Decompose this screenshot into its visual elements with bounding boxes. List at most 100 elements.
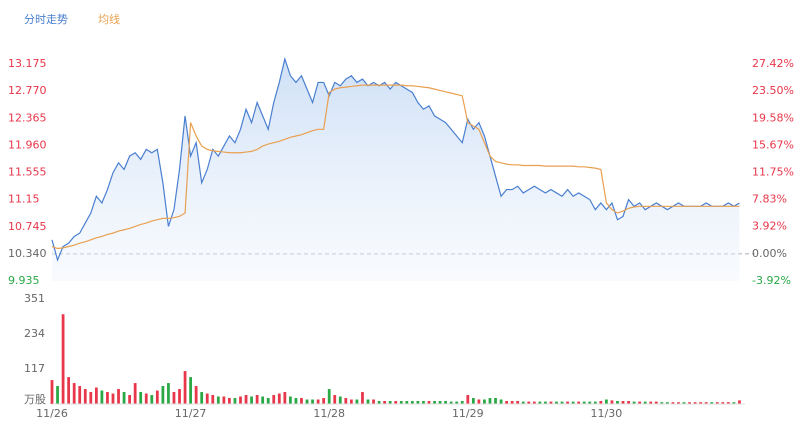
volume-bar bbox=[560, 401, 564, 404]
volume-bar bbox=[239, 396, 242, 404]
volume-bar bbox=[305, 399, 309, 404]
volume-bar bbox=[117, 389, 120, 404]
volume-bar bbox=[250, 396, 253, 404]
volume-bar bbox=[333, 395, 337, 404]
volume-bar bbox=[621, 401, 625, 404]
volume-bar bbox=[366, 399, 370, 404]
y2-tick-label: 11.75% bbox=[752, 166, 794, 179]
volume-bar bbox=[361, 392, 364, 404]
volume-tick-label: 117 bbox=[24, 362, 45, 375]
volume-bar bbox=[538, 401, 542, 404]
volume-bar bbox=[499, 399, 503, 404]
volume-bar bbox=[532, 401, 536, 404]
volume-bar bbox=[183, 371, 187, 404]
volume-bar bbox=[322, 398, 326, 404]
volume-bar bbox=[677, 402, 680, 404]
y2-tick-label: 19.58% bbox=[752, 111, 794, 124]
volume-bar bbox=[738, 400, 741, 404]
volume-bar bbox=[593, 401, 597, 404]
volume-bar bbox=[277, 393, 281, 404]
volume-bar bbox=[671, 402, 675, 404]
volume-bar bbox=[172, 392, 176, 404]
volume-bar bbox=[710, 402, 714, 404]
y-tick-label: 12.365 bbox=[8, 111, 47, 124]
volume-bar bbox=[72, 383, 76, 404]
y2-tick-label: 27.42% bbox=[752, 57, 794, 70]
volume-bar bbox=[388, 401, 392, 404]
volume-bar bbox=[494, 398, 497, 404]
volume-bar bbox=[316, 399, 320, 404]
y-tick-label: 11.555 bbox=[8, 166, 47, 179]
volume-bar bbox=[688, 402, 691, 404]
volume-bar bbox=[571, 401, 575, 404]
volume-bar bbox=[449, 401, 453, 404]
y2-tick-label: 15.67% bbox=[752, 138, 794, 151]
volume-bar bbox=[632, 401, 636, 404]
legend-entry: 分时走势 bbox=[24, 13, 68, 26]
volume-bar bbox=[577, 401, 581, 404]
y-tick-label: 10.340 bbox=[8, 247, 47, 260]
volume-bar bbox=[427, 401, 431, 404]
volume-bar bbox=[377, 401, 381, 404]
volume-bar bbox=[89, 392, 93, 404]
y2-tick-label: -3.92% bbox=[752, 274, 791, 287]
volume-bar bbox=[616, 401, 619, 404]
series-line bbox=[51, 56, 740, 262]
volume-bar bbox=[566, 401, 569, 404]
volume-bar bbox=[283, 392, 287, 404]
volume-bar bbox=[582, 401, 586, 404]
y2-tick-label: 7.83% bbox=[752, 193, 787, 206]
volume-bar bbox=[699, 402, 703, 404]
volume-bar bbox=[61, 314, 65, 404]
x-tick-label: 11/28 bbox=[313, 407, 345, 420]
volume-bar bbox=[200, 392, 204, 404]
volume-bar bbox=[627, 401, 630, 404]
volume-bar bbox=[355, 399, 359, 404]
x-tick-label: 11/26 bbox=[36, 407, 68, 420]
volume-bar bbox=[649, 401, 653, 404]
y-tick-label: 12.770 bbox=[8, 84, 47, 97]
volume-bar bbox=[549, 401, 553, 404]
volume-bar bbox=[638, 401, 642, 404]
y-tick-label: 13.175 bbox=[8, 57, 47, 70]
volume-bar bbox=[222, 396, 226, 404]
y2-tick-label: 3.92% bbox=[752, 220, 787, 233]
volume-bar bbox=[155, 390, 159, 404]
volume-bar bbox=[56, 386, 59, 404]
volume-bar bbox=[266, 398, 270, 404]
volume-bar bbox=[505, 401, 508, 404]
series-line bbox=[51, 84, 740, 250]
volume-bar bbox=[610, 400, 614, 404]
y-tick-label: 9.935 bbox=[8, 274, 40, 287]
volume-bar bbox=[516, 401, 520, 404]
volume-bar bbox=[654, 401, 658, 404]
volume-bar bbox=[78, 386, 82, 404]
volume-bar bbox=[50, 380, 54, 404]
volume-bar bbox=[460, 401, 464, 404]
x-tick-label: 11/27 bbox=[175, 407, 207, 420]
volume-bar bbox=[167, 383, 170, 404]
volume-bar bbox=[106, 392, 109, 404]
volume-bar bbox=[272, 395, 276, 404]
volume-bar bbox=[416, 401, 420, 404]
volume-bar bbox=[660, 402, 664, 404]
volume-bar bbox=[128, 395, 132, 404]
volume-tick-label: 351 bbox=[24, 292, 45, 305]
legend-entry: 均线 bbox=[98, 12, 120, 26]
volume-bar bbox=[233, 398, 237, 404]
volume-bar bbox=[693, 402, 697, 404]
volume-tick-label: 234 bbox=[24, 327, 45, 340]
y-tick-label: 11.15 bbox=[8, 193, 40, 206]
volume-bar bbox=[682, 402, 686, 404]
x-tick-label: 11/29 bbox=[452, 407, 484, 420]
volume-bar bbox=[422, 401, 425, 404]
volume-bar bbox=[643, 401, 647, 404]
x-tick-label: 11/30 bbox=[591, 407, 623, 420]
price-area bbox=[52, 58, 740, 281]
volume-bar bbox=[338, 396, 342, 404]
volume-bar bbox=[216, 396, 220, 404]
volume-bar bbox=[122, 392, 126, 404]
volume-bar bbox=[194, 386, 198, 404]
volume-bar bbox=[261, 396, 265, 404]
volume-bar bbox=[372, 399, 375, 404]
